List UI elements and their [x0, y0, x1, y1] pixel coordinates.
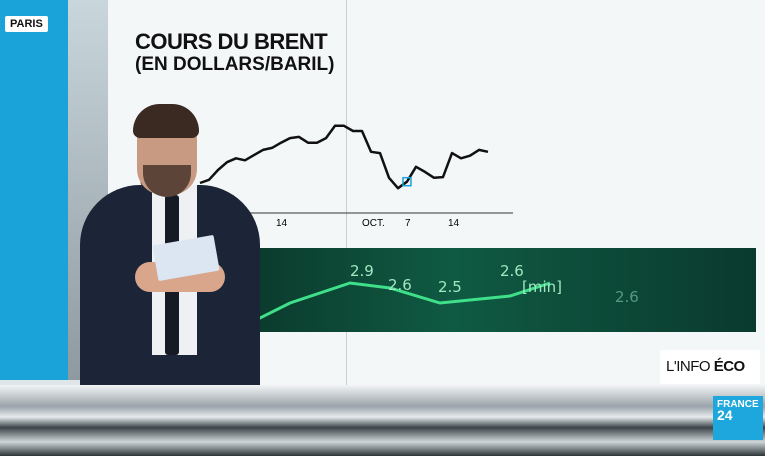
logo-line1: FRANCE: [717, 399, 759, 410]
program-label: L'INFO ÉCO: [660, 350, 760, 384]
brent-line: [199, 124, 489, 190]
x-tick-14-sep: 14: [276, 218, 288, 229]
presenter-hair: [133, 104, 199, 138]
bg-number: 2.6: [500, 262, 524, 280]
location-badge: PARIS: [5, 16, 48, 32]
bg-number: 2.9: [350, 262, 374, 280]
logo-line2: 24: [717, 407, 733, 423]
chart-title: COURS DU BRENT: [135, 29, 328, 54]
bg-number: 2.6: [615, 288, 639, 306]
program-label-emphasis: ÉCO: [713, 358, 746, 375]
bg-number: 2.6: [388, 276, 412, 294]
bg-number: 2.5: [438, 278, 462, 296]
bg-number: [min]: [522, 278, 562, 296]
month-divider: [346, 0, 347, 385]
blue-wall: [0, 0, 68, 380]
france24-logo: FRANCE 24: [713, 396, 763, 440]
chart-subtitle: (EN DOLLARS/BARIL): [135, 54, 335, 75]
x-tick-14-oct: 14: [448, 218, 460, 229]
program-label-prefix: L'INFO: [666, 358, 714, 375]
background-graphic: 2.9 2.6 2.5 2.6 [min] 2.6: [250, 248, 756, 332]
x-tick-oct: OCT.: [362, 218, 385, 229]
x-tick-7: 7: [405, 218, 411, 229]
highlight-marker: [402, 176, 412, 187]
news-desk: [0, 385, 765, 456]
